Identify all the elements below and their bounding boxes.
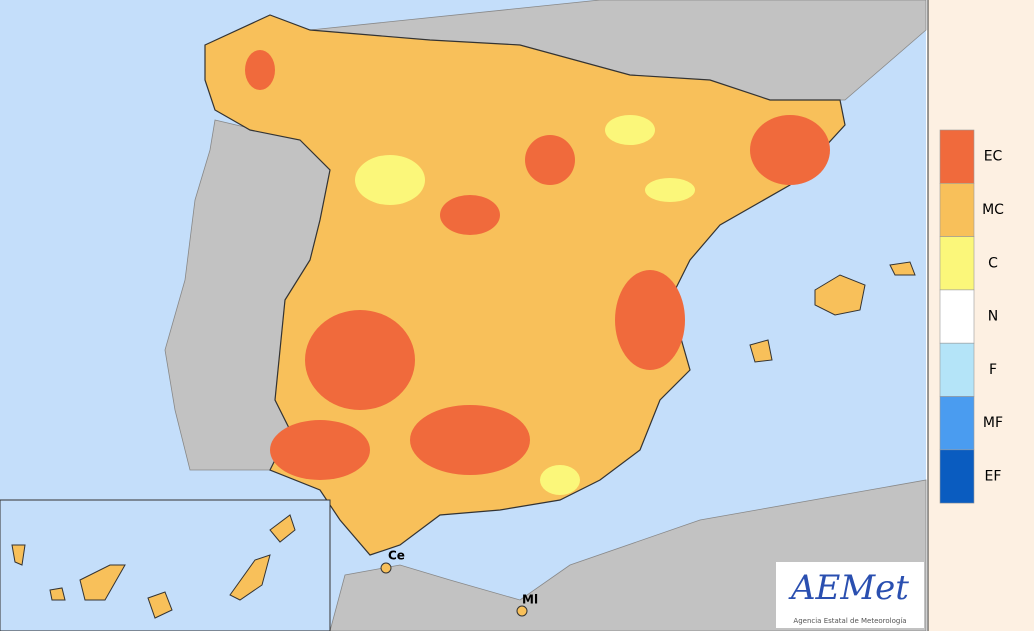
legend-swatch [939, 129, 975, 184]
legend-swatch [939, 449, 975, 504]
legend-swatch [939, 342, 975, 397]
legend: EC MC C N F MF EF [939, 129, 1004, 504]
spain [204, 14, 846, 556]
logo-box [776, 562, 924, 628]
legend-label: EF [985, 468, 1002, 484]
legend-swatch [939, 289, 975, 344]
legend-label: F [989, 362, 997, 378]
anomaly-patches [245, 50, 830, 495]
legend-label: MC [982, 202, 1004, 218]
melilla-marker [516, 605, 528, 617]
place-label: Ce [388, 549, 405, 563]
legend-label: C [988, 255, 998, 271]
legend-label: MF [983, 415, 1003, 431]
ceuta-marker [380, 562, 392, 574]
logo-name: AEMet [788, 568, 909, 608]
legend-swatch [939, 183, 975, 237]
logo-subtitle: Agencia Estatal de Meteorología [793, 617, 906, 625]
canary-islands [11, 514, 296, 619]
balearic-islands [749, 261, 916, 363]
legend-label: N [988, 309, 998, 325]
legend-swatch [939, 236, 975, 291]
legend-swatch [939, 396, 975, 451]
place-label: Ml [522, 593, 538, 607]
legend-label: EC [984, 149, 1003, 165]
